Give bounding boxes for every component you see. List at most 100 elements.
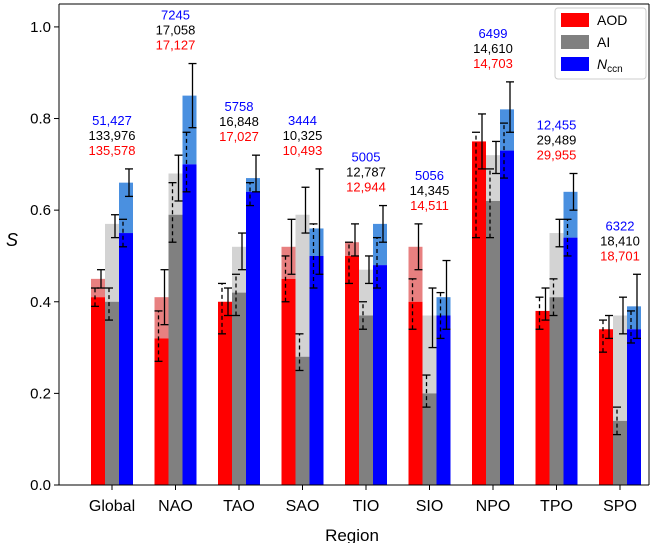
legend-label-nccn-main: N [597, 56, 608, 72]
bar-nccn [627, 329, 641, 485]
bar-ai-light [105, 223, 119, 302]
bar-nccn [309, 255, 324, 485]
y-tick-label: 1.0 [30, 19, 51, 36]
bar-aod-light [345, 242, 359, 256]
count-ai: 29,489 [537, 132, 577, 147]
legend-label-aod: AOD [597, 12, 627, 28]
x-tick-label: SIO [416, 498, 444, 515]
bar-ai [295, 356, 310, 485]
bar-ai-light [549, 233, 564, 298]
bar-nccn [182, 164, 197, 486]
count-nccn: 3444 [288, 113, 317, 128]
count-aod: 14,703 [473, 56, 513, 71]
count-nccn: 5056 [415, 168, 444, 183]
bar-nccn-light [373, 223, 387, 266]
count-aod: 12,944 [346, 180, 386, 195]
x-tick-label: TAO [223, 498, 255, 515]
legend-label-nccn: Nccn [597, 56, 623, 75]
legend-swatch-aod [561, 13, 589, 27]
bar-nccn [436, 315, 451, 485]
count-aod: 17,127 [156, 38, 196, 53]
bar-aod [599, 329, 613, 485]
x-tick-label: NAO [158, 498, 193, 515]
bar-ai [422, 393, 437, 485]
bar-nccn [563, 237, 578, 485]
bar-ai [232, 292, 246, 485]
count-nccn: 12,455 [537, 117, 577, 132]
bar-nccn [246, 191, 260, 486]
bar-nccn [500, 150, 514, 486]
bar-ai [168, 214, 183, 485]
bar-nccn-light [119, 182, 133, 234]
bar-ai-light [168, 173, 183, 215]
count-nccn: 51,427 [92, 113, 132, 128]
count-ai: 18,410 [600, 233, 640, 248]
legend-swatch-nccn [561, 57, 589, 71]
bar-nccn-light [182, 95, 197, 165]
count-nccn: 5005 [352, 150, 381, 165]
bar-ai-light [359, 269, 373, 316]
x-tick-label: TPO [540, 498, 573, 515]
y-tick-label: 0.6 [30, 202, 51, 219]
bar-aod [154, 338, 169, 485]
bar-ai [486, 200, 500, 485]
bar-ai [549, 297, 564, 485]
count-aod: 17,027 [219, 129, 259, 144]
count-aod: 14,511 [410, 198, 449, 213]
count-aod: 18,701 [600, 248, 640, 263]
bar-aod [472, 141, 486, 485]
y-ticks: 0.0 0.2 0.4 0.6 0.8 1.0 [30, 19, 59, 494]
bar-aod [218, 301, 232, 485]
count-ai: 14,610 [473, 41, 513, 56]
bar-ai [613, 420, 627, 485]
count-nccn: 6499 [479, 26, 508, 41]
x-tick-label: SPO [603, 498, 637, 515]
x-tick-label: SAO [286, 498, 320, 515]
y-tick-label: 0.8 [30, 111, 51, 128]
count-ai: 10,325 [283, 128, 323, 143]
bar-ai [359, 315, 373, 485]
count-ai: 16,848 [219, 114, 259, 129]
count-aod: 135,578 [89, 143, 136, 158]
bar-ai [105, 301, 119, 485]
bar-nccn-light [246, 178, 260, 192]
count-nccn: 6322 [606, 218, 635, 233]
bar-nccn-light [563, 191, 578, 238]
axes [58, 3, 650, 486]
bar-aod-light [408, 246, 423, 302]
x-tick-label: TIO [353, 498, 380, 515]
bar-nccn-light [627, 306, 641, 330]
bars-layer [91, 95, 641, 486]
bar-aod [408, 301, 423, 485]
bar-aod [281, 278, 296, 485]
x-tick-label: Global [89, 498, 135, 515]
bar-ai-light [486, 155, 500, 201]
x-ticks: Global NAO TAO SAO TIO SIO NPO TPO SPO [89, 485, 637, 515]
legend-swatch-ai [561, 35, 589, 49]
count-ai: 14,345 [410, 183, 450, 198]
count-nccn: 7245 [161, 8, 190, 23]
legend-label-nccn-sub: ccn [607, 64, 623, 75]
y-tick-label: 0.2 [30, 385, 51, 402]
count-aod: 10,493 [283, 143, 323, 158]
bar-nccn [119, 233, 133, 485]
count-ai: 133,976 [89, 128, 136, 143]
bar-ai-light [422, 315, 437, 394]
bar-nccn-light [500, 109, 514, 151]
bar-aod [91, 297, 105, 485]
x-axis-label: Region [325, 526, 379, 543]
y-tick-label: 0.0 [30, 477, 51, 494]
bar-nccn [373, 265, 387, 485]
bar-nccn-light [309, 228, 324, 256]
y-axis-label: S [6, 230, 18, 250]
bar-ai-light [613, 315, 627, 421]
bar-ai-light [295, 214, 310, 357]
bar-aod [535, 310, 550, 485]
count-aod: 29,955 [537, 147, 577, 162]
legend: AOD AI Nccn [554, 7, 647, 80]
legend-label-ai: AI [597, 34, 610, 50]
bar-nccn-light [436, 297, 451, 316]
x-tick-label: NPO [476, 498, 511, 515]
